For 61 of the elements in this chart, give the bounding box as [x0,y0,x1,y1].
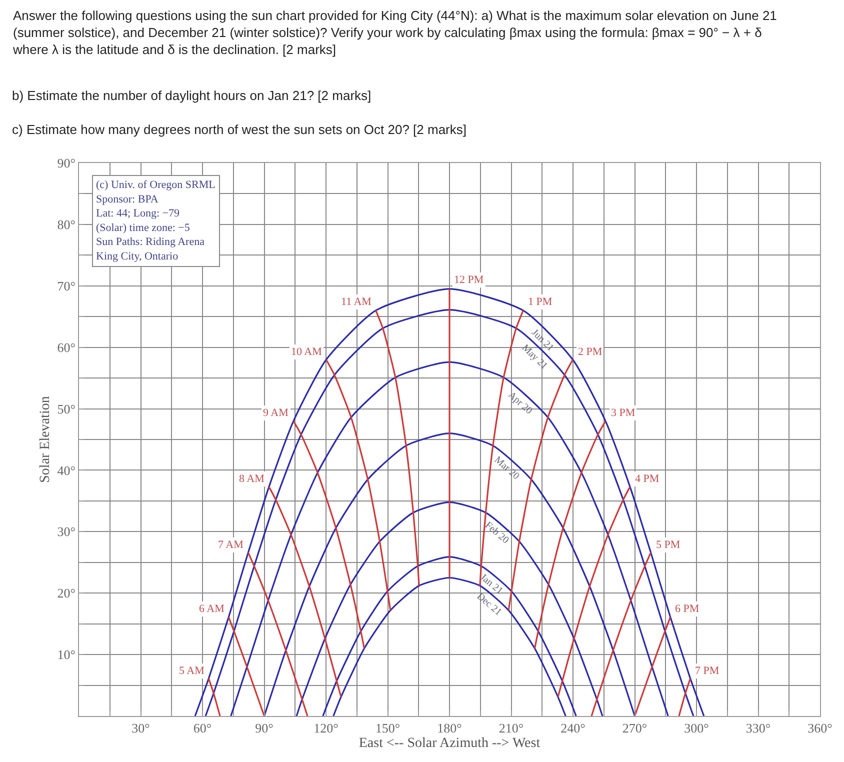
line-series [292,420,366,650]
line-series [590,552,652,716]
series-label: 1 PM [528,296,552,308]
series-label: 12 PM [454,274,484,286]
x-tick-label: 180° [437,720,462,736]
text: Dec 21 [474,591,504,618]
series-label: 7 AM [218,539,244,551]
chart-title: Answer the following questions using the sun chart provided for King City (44°N): a) What is the maximum solar elevation on June 21 (summer solstice), and December 21 (winter solstice)? Verify your work by calculating βmax using the formula: βmax = 90° − λ + δ where λ is the latitude and δ is the declination. [2 marks] [12,8,777,57]
line-series [634,616,672,716]
series-label: 4 PM [635,473,660,485]
text: Mar 20 [492,454,522,482]
x-tick-label: 240° [560,720,586,736]
series-label: 5 AM [179,665,205,677]
y-tick-label: 20° [57,586,76,601]
y-tick-label: 50° [57,401,76,416]
series-label: 5 PM [656,539,680,551]
y-tick-label: 90° [57,156,76,171]
series-label: 3 PM [611,407,636,419]
y-tick-label: 80° [57,216,76,232]
y-tick-label: 60° [57,340,76,355]
x-axis-title: East <-- Solar Azimuth --> West [358,736,540,751]
x-tick-label: 120° [314,720,338,736]
line-series [557,486,631,698]
y-tick-label: 10° [57,647,76,662]
x-tick-label: 300° [684,720,709,736]
y-tick-label: 30° [57,524,76,540]
series-label: 8 AM [239,473,265,485]
x-tick-label: 60° [193,720,212,736]
y-axis-title: Solar Elevation [38,396,53,483]
series-label: 2 PM [578,346,602,358]
line-series [375,310,420,587]
line-series [296,501,604,716]
line-series [247,552,308,716]
line-series [508,358,574,612]
line-series [228,616,266,716]
x-tick-label: 270° [622,720,648,736]
line-series [322,556,577,716]
y-tick-label: 70° [57,278,76,294]
line-series [325,358,392,612]
x-tick-label: 90° [255,720,274,736]
line-series [263,432,636,716]
series-label: 11 AM [341,296,372,308]
line-series [534,420,606,650]
series-label: 9 AM [263,407,289,419]
x-tick-label: 360° [808,720,832,736]
x-tick-label: 330° [746,720,771,736]
series-label: 10 AM [291,346,322,358]
series-label: 6 AM [199,603,225,615]
x-tick-label: 210° [498,720,524,736]
x-tick-label: 150° [375,720,400,736]
line-series [268,486,342,698]
series-label: 6 PM [675,603,700,615]
annotation: (c) Univ. of Oregon SRML Sponsor: BPA Lat: 44; Long: −79 (Solar) time zone: −5 Sun Paths: Riding Arena King City, Ontario [96,179,216,262]
line-series [448,288,450,579]
x-tick-label: 30° [132,720,150,736]
text: c) Estimate how many degrees north of west the sun sets on Oct 20? [2 marks] [12,122,466,137]
text: b) Estimate the number of daylight hours on Jan 21? [2 marks] [12,88,372,103]
text: Feb 20 [482,520,511,546]
y-tick-label: 40° [57,462,76,478]
text: Apr 20 [506,390,534,417]
series-label: 7 PM [695,665,720,677]
